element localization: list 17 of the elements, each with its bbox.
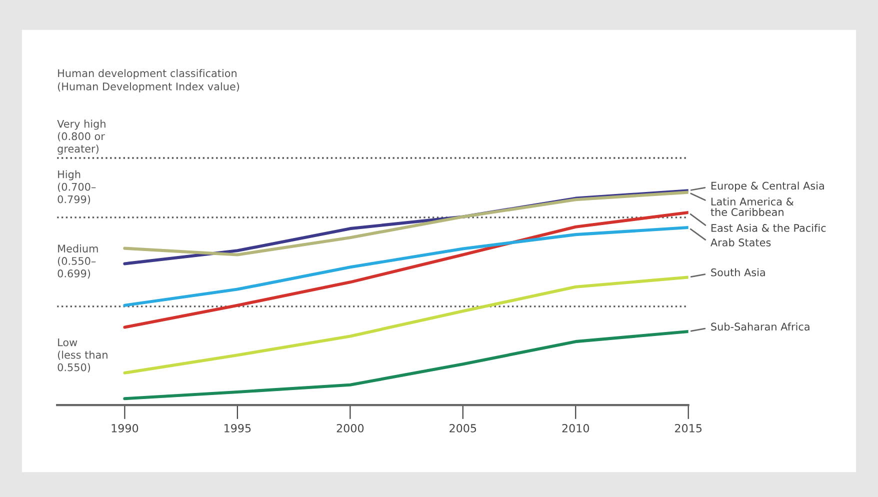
x-tick-label: 2005 [450, 424, 476, 432]
annotation: Low (less than 0.550) [58, 338, 108, 372]
x-tick-label: 1990 [112, 424, 138, 432]
text: Very high (0.800 or greater) [57, 120, 106, 155]
annotation: Medium (0.550– 0.699) [58, 244, 98, 279]
text: Sub-Saharan Africa [711, 322, 810, 331]
annotation: High (0.700– 0.799) [58, 170, 96, 204]
x-tick-label: 2000 [336, 424, 364, 432]
text: Human development classification (Human Development Index value) [58, 69, 240, 92]
x-tick-label: 2010 [562, 424, 590, 432]
x-tick-label: 2015 [675, 424, 702, 432]
x-tick-label: 1995 [224, 424, 251, 432]
text: Europe & Central Asia [711, 182, 824, 192]
text: Latin America & the Caribbean [710, 197, 794, 216]
text: South Asia [711, 268, 765, 276]
text: Arab States [710, 238, 771, 246]
text: East Asia & the Pacific [711, 224, 826, 232]
